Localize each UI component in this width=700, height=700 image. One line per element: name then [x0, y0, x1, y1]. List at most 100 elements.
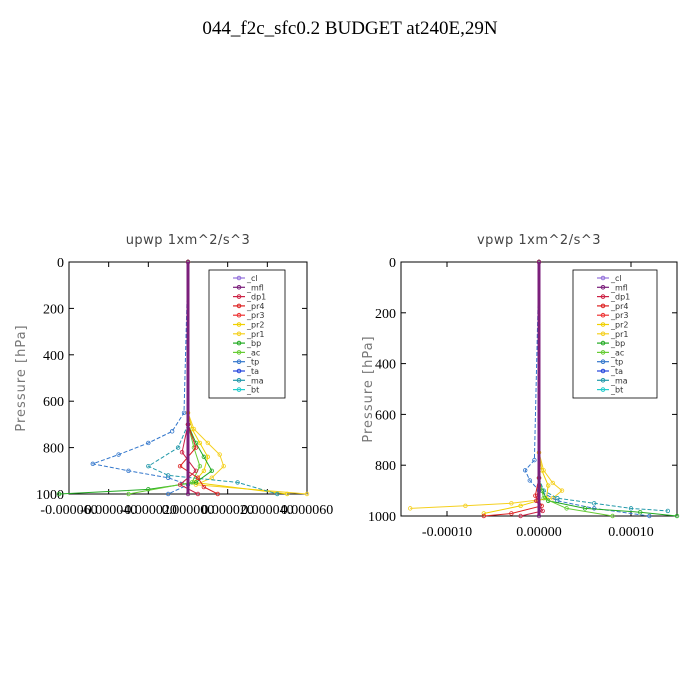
- legend-label: _bp: [246, 339, 261, 348]
- data-point_tp: [146, 440, 151, 446]
- data-point_bp: [201, 454, 207, 460]
- y-tick-label: 800: [375, 459, 396, 474]
- data-point_pr1: [550, 496, 555, 501]
- data-point_bp: [638, 509, 643, 515]
- x-tick-label: 0.000000: [162, 503, 215, 518]
- legend-marker: [600, 368, 606, 374]
- legend-label: _mfl: [610, 283, 628, 292]
- data-point_dp1: [518, 513, 523, 519]
- data-point_pr4: [177, 463, 183, 469]
- data-point_tp: [647, 513, 652, 519]
- data-point_ac: [126, 491, 131, 497]
- legend: _cl_mfl_dp1_pr4_pr3_pr2_pr1_bp_ac_tp_ta_…: [208, 269, 286, 399]
- y-tick-label: 1000: [36, 488, 64, 503]
- data-point_ma: [555, 496, 560, 501]
- data-point_ac: [610, 513, 615, 519]
- legend-marker: [236, 387, 242, 392]
- data-point_bp: [582, 506, 588, 511]
- data-point_tp: [116, 452, 121, 457]
- data-point_dp1: [195, 491, 201, 497]
- legend-marker: [236, 378, 242, 383]
- legend-marker: [600, 340, 606, 346]
- data-point_tp: [169, 429, 175, 434]
- legend-marker: [600, 285, 606, 290]
- legend-marker: [600, 387, 606, 392]
- legend-label: _ac: [610, 348, 624, 357]
- data-point_ac: [541, 496, 546, 501]
- legend-label: _ma: [610, 376, 628, 385]
- data-point_pr1: [408, 506, 413, 511]
- data-point_bp: [674, 513, 680, 519]
- legend-label: _cl: [246, 274, 258, 283]
- y-tick-label: 200: [43, 302, 64, 317]
- data-point_tp: [90, 461, 95, 467]
- legend-marker: [236, 312, 242, 318]
- data-point_ma: [165, 473, 171, 478]
- data-point_pr1: [205, 440, 211, 446]
- data-point_tp: [527, 478, 532, 483]
- y-tick-label: 400: [375, 358, 396, 373]
- legend-label: _cl: [610, 274, 622, 283]
- data-point_bp: [146, 487, 151, 492]
- data-point_ac: [197, 463, 203, 469]
- series-line_pr1: [410, 262, 563, 509]
- data-point_tp: [592, 506, 597, 511]
- legend-marker: [600, 322, 606, 327]
- legend-marker: [236, 303, 242, 309]
- legend-label: _bt: [610, 386, 623, 395]
- legend-marker: [236, 294, 242, 299]
- legend-label: _mfl: [246, 283, 264, 292]
- legend-label: _pr3: [246, 311, 264, 320]
- data-point_mfl: [185, 259, 191, 265]
- y-tick-label: 800: [43, 442, 64, 457]
- data-point_pr4: [193, 445, 199, 450]
- chart-panel-2: vpwp 1xm^2/s^3 Pressure [hPa] 0 200 400 600 80…: [361, 233, 680, 540]
- legend-label: _pr3: [610, 311, 628, 320]
- series-line_pr4: [483, 262, 543, 517]
- data-point_pr4: [195, 475, 201, 480]
- y-tick-label: 200: [375, 307, 396, 322]
- x-tick-label: -0.00010: [422, 525, 472, 540]
- data-point_ma: [146, 463, 151, 469]
- data-point_ma: [665, 508, 670, 514]
- data-point_tp: [523, 468, 528, 473]
- legend-marker: [600, 294, 606, 299]
- panel-title: vpwp 1xm^2/s^3: [477, 233, 601, 248]
- data-point_pr2: [284, 491, 290, 497]
- data-point_tp: [532, 457, 537, 463]
- legend-label: _tp: [246, 358, 259, 367]
- y-tick-label: 400: [43, 349, 64, 364]
- y-tick-label: 600: [43, 395, 64, 410]
- legend-label: _ma: [246, 376, 264, 385]
- legend-marker: [600, 331, 606, 337]
- legend-label: _tp: [610, 358, 623, 367]
- data-point_pr1: [217, 452, 222, 457]
- legend-label: _ta: [610, 367, 623, 376]
- legend-label: _pr2: [246, 321, 264, 330]
- legend-marker: [236, 275, 242, 281]
- legend-box: [208, 269, 286, 399]
- legend-marker: [600, 359, 606, 365]
- legend: _cl_mfl_dp1_pr4_pr3_pr2_pr1_bp_ac_tp_ta_…: [572, 269, 658, 399]
- legend-marker: [236, 340, 242, 346]
- data-point_pr2: [481, 511, 486, 516]
- data-point_tp: [126, 468, 131, 473]
- legend-label: _bp: [610, 339, 625, 348]
- data-point_tp: [165, 491, 171, 497]
- legend-marker: [600, 303, 606, 309]
- legend-marker: [600, 378, 606, 383]
- legend-marker: [236, 368, 242, 374]
- data-point_mfl: [185, 491, 191, 497]
- page-title: 044_f2c_sfc0.2 BUDGET at240E,29N: [202, 18, 498, 39]
- data-point_ma: [592, 501, 597, 506]
- x-tick-label: -0.000040: [80, 503, 137, 518]
- data-point_mfl: [536, 259, 542, 265]
- data-point_dp1: [193, 468, 199, 473]
- y-tick-label: 0: [389, 256, 396, 271]
- data-point_ma: [275, 491, 280, 497]
- y-tick-label: 600: [375, 408, 396, 423]
- legend-marker: [236, 331, 242, 337]
- legend-label: _pr2: [610, 321, 628, 330]
- chart-panel-1: upwp 1xm^2/s^3 Pressure [hPa] 0 200 400 600 80…: [14, 233, 333, 518]
